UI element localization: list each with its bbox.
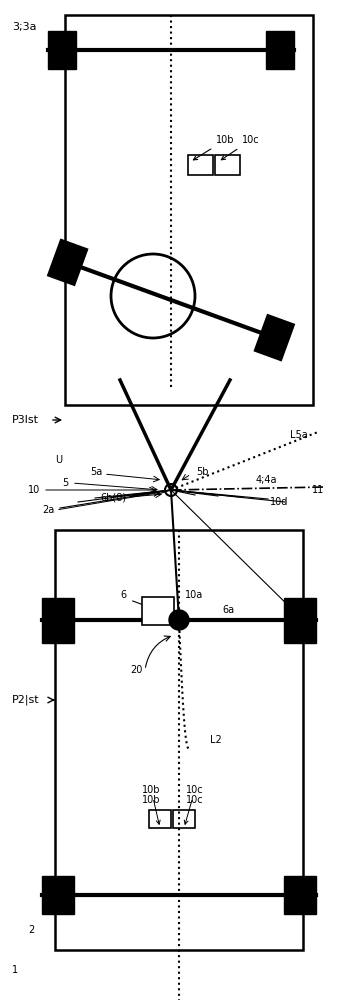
- Text: 10b: 10b: [142, 785, 161, 824]
- Bar: [142, 597, 174, 625]
- Bar: [55, 530, 303, 950]
- Text: 10b: 10b: [193, 135, 235, 160]
- Text: L2: L2: [210, 735, 222, 745]
- Text: 3;3a: 3;3a: [12, 22, 36, 32]
- Text: 2: 2: [28, 925, 34, 935]
- Text: 10b: 10b: [142, 795, 161, 805]
- Text: U: U: [55, 455, 62, 465]
- Text: 5b: 5b: [196, 467, 209, 477]
- Text: 4;4a: 4;4a: [256, 475, 277, 485]
- Text: P2|st: P2|st: [12, 695, 40, 705]
- Bar: [284, 597, 316, 643]
- Text: 1: 1: [12, 965, 18, 975]
- Text: 10c: 10c: [186, 795, 204, 805]
- Bar: [284, 876, 316, 914]
- Text: 6: 6: [120, 590, 126, 600]
- Text: 10a: 10a: [185, 590, 203, 600]
- Bar: [188, 155, 213, 175]
- Bar: [266, 31, 294, 69]
- Circle shape: [169, 610, 189, 630]
- Text: 2a: 2a: [42, 505, 54, 515]
- Polygon shape: [47, 238, 88, 286]
- Bar: [173, 810, 195, 828]
- Text: 10c: 10c: [184, 785, 204, 824]
- Text: 10d: 10d: [270, 497, 288, 507]
- Bar: [42, 597, 74, 643]
- Polygon shape: [253, 314, 295, 362]
- Bar: [215, 155, 240, 175]
- Text: 11: 11: [312, 485, 324, 495]
- Text: 10c: 10c: [221, 135, 260, 160]
- Text: 5a: 5a: [90, 467, 102, 477]
- Text: P3lst: P3lst: [12, 415, 39, 425]
- Text: L5a: L5a: [290, 430, 308, 440]
- Bar: [65, 15, 313, 405]
- Bar: [48, 31, 76, 69]
- Text: 5: 5: [62, 478, 68, 488]
- Text: 6a: 6a: [222, 605, 234, 615]
- Text: 10: 10: [28, 485, 40, 495]
- Text: 6b(8): 6b(8): [100, 492, 126, 502]
- Bar: [149, 810, 171, 828]
- Text: 20: 20: [130, 665, 142, 675]
- Bar: [42, 876, 74, 914]
